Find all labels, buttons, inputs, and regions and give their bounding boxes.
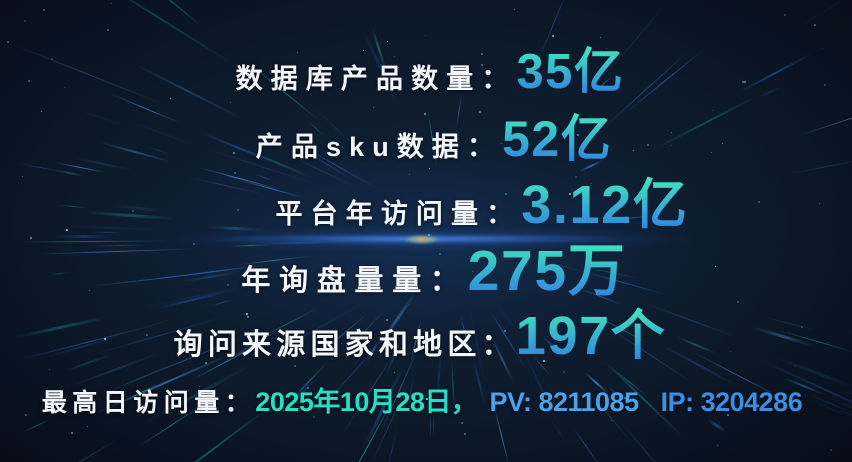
footer-pv-value: PV: 8211085 xyxy=(489,387,639,417)
stat-value: 35 xyxy=(516,45,574,99)
stat-value: 275 xyxy=(467,239,568,303)
stat-unit: 亿 xyxy=(573,45,625,99)
footer-ip-value: IP: 3204286 xyxy=(660,387,803,417)
stat-row-annual-visits: 平台年访问量：3.12亿 xyxy=(56,178,852,232)
stat-row-annual-inquiries: 年询盘量量：275万 xyxy=(8,243,852,300)
stat-value: 52 xyxy=(502,111,561,167)
stat-label: 询问来源国家和地区： xyxy=(173,329,516,361)
stat-value: 3.12 xyxy=(521,175,633,235)
stat-unit: 个 xyxy=(610,306,667,366)
stat-unit: 亿 xyxy=(632,175,689,235)
stat-unit: 万 xyxy=(567,239,627,303)
footer-date-value: 2025年10月28日， xyxy=(255,387,478,417)
stat-row-inquiry-countries: 询问来源国家和地区：197个 xyxy=(0,309,846,363)
footer-row-peak-daily-visits: 最高日访问量：2025年10月28日， PV: 8211085 IP: 320428… xyxy=(0,389,848,416)
stat-value: 197 xyxy=(515,306,611,366)
stat-label: 平台年访问量： xyxy=(275,199,522,229)
stat-label: 产品sku数据： xyxy=(255,132,503,162)
footer-label: 最高日访问量： xyxy=(41,389,256,417)
stat-label: 数据库产品数量： xyxy=(235,64,517,94)
stat-label: 年询盘量量： xyxy=(241,265,468,297)
stat-row-product-sku: 产品sku数据：52亿 xyxy=(8,114,852,164)
stat-row-database-products: 数据库产品数量：35亿 xyxy=(4,48,852,97)
stat-unit: 亿 xyxy=(560,111,613,167)
